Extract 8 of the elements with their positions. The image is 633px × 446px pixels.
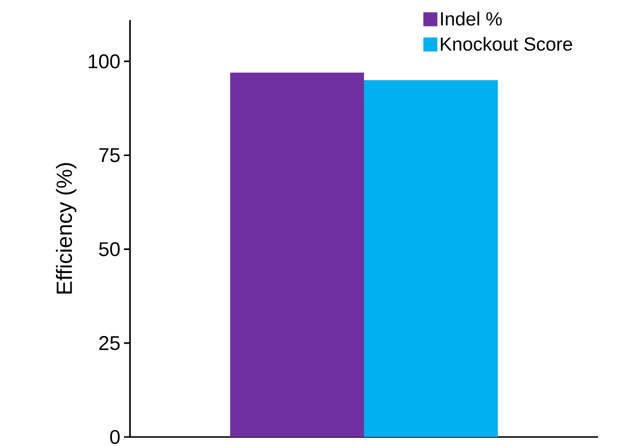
y-tick-label: 50 xyxy=(99,242,120,256)
legend-label: Indel % xyxy=(441,12,502,26)
y-tick-label: 0 xyxy=(110,430,120,444)
y-tick-label: 100 xyxy=(88,54,120,68)
y-axis-title: Efficiency (%) xyxy=(56,163,76,294)
y-tick-label: 25 xyxy=(99,336,120,350)
y-tick-label: 75 xyxy=(99,148,120,162)
legend-label: Knockout Score xyxy=(440,36,572,51)
